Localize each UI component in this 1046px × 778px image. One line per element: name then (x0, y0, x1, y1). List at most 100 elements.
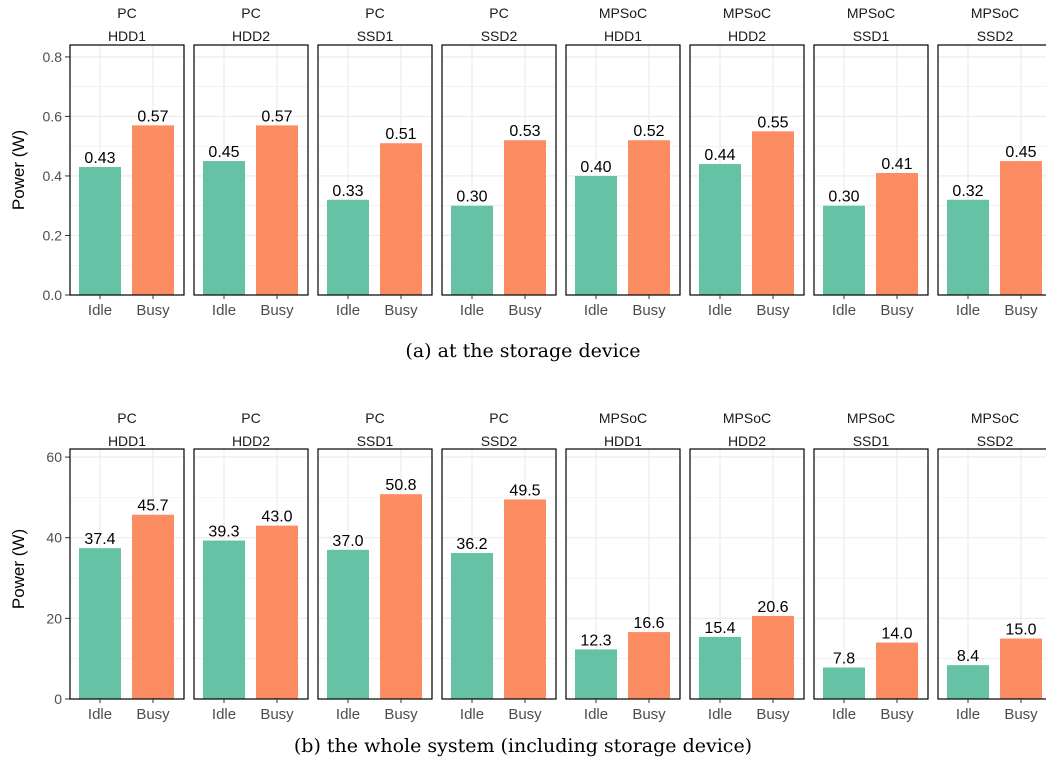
facet-label-platform: PC (489, 5, 508, 21)
facet-label-device: HDD2 (232, 28, 270, 44)
x-tick-label: Busy (260, 706, 294, 723)
bar-busy (380, 494, 422, 699)
panel-frame (193, 448, 309, 700)
x-tick-label: Idle (88, 302, 112, 319)
bar-value-label: 15.0 (1005, 622, 1036, 639)
x-tick-label: Busy (880, 706, 914, 723)
bar-value-label: 0.52 (633, 123, 664, 140)
y-axis-label: Power (W) (9, 130, 28, 210)
facet-label-platform: MPSoC (971, 5, 1019, 21)
bar-idle (699, 164, 741, 295)
bar-idle (451, 553, 493, 699)
panel-frame (69, 448, 185, 700)
panel-frame (565, 44, 681, 296)
bar-value-label: 43.0 (261, 509, 292, 526)
y-tick-label: 40 (46, 530, 62, 546)
facet-label-device: HDD1 (108, 28, 146, 44)
bar-value-label: 0.44 (704, 147, 735, 164)
bar-busy (752, 615, 794, 699)
panel-frame (441, 44, 557, 296)
x-tick-label: Idle (584, 706, 608, 723)
y-tick-label: 20 (46, 610, 62, 626)
bar-idle (79, 167, 121, 295)
x-tick-label: Busy (880, 302, 914, 319)
bar-value-label: 0.30 (456, 189, 487, 206)
bar-busy (132, 125, 174, 295)
bar-value-label: 0.40 (580, 159, 611, 176)
y-tick-label: 0.0 (43, 287, 63, 303)
facet-label-device: HDD1 (604, 433, 642, 449)
bar-value-label: 8.4 (957, 648, 979, 665)
bar-idle (203, 161, 245, 295)
x-tick-label: Idle (956, 706, 980, 723)
y-axis-label: Power (W) (9, 529, 28, 609)
caption-b: (b) the whole system (including storage … (293, 735, 753, 757)
facet-label-platform: PC (241, 5, 260, 21)
facet-label-platform: PC (241, 410, 260, 426)
facet-label-device: SSD1 (357, 28, 394, 44)
bar-idle (203, 540, 245, 699)
bar-busy (1000, 638, 1042, 699)
bar-value-label: 0.45 (1005, 144, 1036, 161)
bar-idle (451, 205, 493, 295)
facet-label-platform: MPSoC (599, 410, 647, 426)
x-tick-label: Busy (756, 302, 790, 319)
facet-label-device: HDD2 (232, 433, 270, 449)
bar-busy (628, 140, 670, 295)
panel-frame (813, 448, 929, 700)
x-tick-label: Idle (336, 302, 360, 319)
facet-label-device: HDD1 (108, 433, 146, 449)
x-tick-label: Busy (632, 302, 666, 319)
y-tick-label: 0.4 (43, 168, 63, 184)
x-tick-label: Idle (212, 706, 236, 723)
bar-value-label: 15.4 (704, 620, 735, 637)
bar-value-label: 45.7 (137, 498, 168, 515)
facet-label-platform: MPSoC (723, 410, 771, 426)
bar-busy (504, 499, 546, 699)
bar-value-label: 0.33 (332, 183, 363, 200)
panel-frame (937, 448, 1046, 700)
bar-value-label: 50.8 (385, 477, 416, 494)
x-tick-label: Busy (756, 706, 790, 723)
facet-label-platform: MPSoC (971, 410, 1019, 426)
caption-a: (a) at the storage device (405, 340, 641, 362)
facet-label-platform: MPSoC (847, 5, 895, 21)
facet-label-platform: MPSoC (723, 5, 771, 21)
bar-value-label: 37.4 (84, 531, 115, 548)
bar-value-label: 14.0 (881, 626, 912, 643)
bar-busy (876, 172, 918, 295)
bar-busy (256, 525, 298, 699)
y-tick-label: 0.2 (43, 227, 63, 243)
bar-idle (327, 549, 369, 699)
bar-value-label: 39.3 (208, 524, 239, 541)
bar-value-label: 0.51 (385, 126, 416, 143)
bar-idle (947, 665, 989, 699)
panel-frame (317, 448, 433, 700)
facet-label-device: SSD2 (481, 433, 518, 449)
bar-value-label: 0.45 (208, 144, 239, 161)
bar-value-label: 0.32 (952, 183, 983, 200)
bar-value-label: 0.57 (261, 108, 292, 125)
x-tick-label: Idle (708, 302, 732, 319)
bar-idle (823, 205, 865, 295)
x-tick-label: Idle (460, 706, 484, 723)
bar-value-label: 7.8 (833, 651, 855, 668)
x-tick-label: Busy (136, 706, 170, 723)
facet-label-platform: PC (117, 5, 136, 21)
x-tick-label: Busy (384, 302, 418, 319)
facet-label-device: HDD2 (728, 28, 766, 44)
panel-frame (565, 448, 681, 700)
y-tick-label: 0.8 (43, 49, 63, 65)
x-tick-label: Busy (508, 302, 542, 319)
facet-label-device: SSD2 (481, 28, 518, 44)
panel-frame (689, 448, 805, 700)
panel-frame (689, 44, 805, 296)
y-tick-label: 60 (46, 449, 62, 465)
bar-idle (575, 175, 617, 295)
x-tick-label: Busy (260, 302, 294, 319)
bar-idle (699, 636, 741, 699)
bar-idle (327, 199, 369, 295)
x-tick-label: Busy (1004, 706, 1038, 723)
